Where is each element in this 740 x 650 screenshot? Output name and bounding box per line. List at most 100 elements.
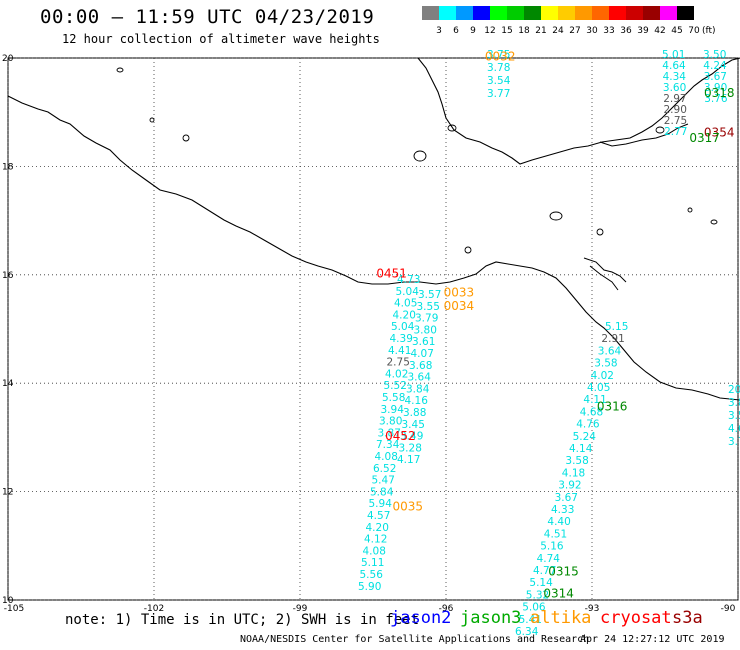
swh-value: 5.15 xyxy=(605,321,628,333)
colorbar-label-18: 18 xyxy=(518,26,530,36)
colorbar-swatch-36 xyxy=(609,6,626,20)
swh-value: 3.28 xyxy=(399,442,422,454)
swh-value: 2.77 xyxy=(664,126,687,138)
pass-time-0316: 0316 xyxy=(597,399,628,413)
swh-value: 5.04 xyxy=(391,321,415,333)
pass-time-0315: 0315 xyxy=(548,565,579,579)
island-8 xyxy=(149,117,155,123)
generation-timestamp: Apr 24 12:27:12 UTC 2019 xyxy=(580,634,725,645)
swh-value: 5.16 xyxy=(540,541,564,553)
swh-value: 5.04 xyxy=(396,286,420,298)
pass-time-0317: 0317 xyxy=(689,131,720,145)
lat-tick-label-14: 14 xyxy=(2,379,14,389)
colorbar-swatch-30 xyxy=(575,6,592,20)
island-7 xyxy=(182,134,190,142)
satellite-legend-jason2: jason2 xyxy=(390,608,452,628)
swh-value: 4.34 xyxy=(663,71,687,83)
swh-value: 4.16 xyxy=(405,395,429,407)
pass-time-0451: 0451 xyxy=(376,267,407,281)
swh-value: 4.51 xyxy=(544,528,567,540)
swh-value: 3.84 xyxy=(406,383,430,395)
lat-tick-label-16: 16 xyxy=(2,271,14,281)
swh-value: 5.94 xyxy=(369,498,393,510)
satellite-legend-s3a: s3a xyxy=(672,608,703,628)
mexico-gulf-coastline xyxy=(417,57,740,165)
swh-value: 4.68 xyxy=(580,406,603,418)
swh-value: 3.58 xyxy=(594,358,617,370)
swh-value: 4.74 xyxy=(537,553,561,565)
colorbar-swatch-45 xyxy=(660,6,677,20)
colorbar-label-33: 33 xyxy=(603,26,615,36)
track-jason3-gulf-left-b: 3.573.553.793.803.614.073.683.643.844.16… xyxy=(397,289,441,466)
small-islands xyxy=(116,67,718,254)
colorbar-swatch-27 xyxy=(558,6,575,20)
swh-value: 5.58 xyxy=(382,392,405,404)
colorbar-swatch-39 xyxy=(626,6,643,20)
laguna-outline xyxy=(583,257,627,291)
swh-value: 5.90 xyxy=(358,581,381,593)
lon-tick-label--90: -90 xyxy=(721,604,736,614)
colorbar-label-24: 24 xyxy=(552,26,564,36)
lon-tick-label--102: -102 xyxy=(144,604,164,614)
swh-value: 2.75 xyxy=(664,115,687,127)
swh-value: 3.64 xyxy=(408,372,432,384)
swh-value: 4.18 xyxy=(562,467,585,479)
colorbar-label-27: 27 xyxy=(569,26,581,36)
swh-value: 4.20 xyxy=(366,522,389,534)
swh-value: 2.91 xyxy=(601,333,624,345)
swh-value: 3.80 xyxy=(414,324,437,336)
swh-value: 4.02 xyxy=(591,370,614,382)
lon-tick-label--105: -105 xyxy=(4,604,24,614)
island-6 xyxy=(710,219,718,225)
island-10 xyxy=(655,126,665,134)
island-5 xyxy=(687,207,693,213)
swh-value: 3.80 xyxy=(379,416,402,428)
swh-value: 3.77 xyxy=(487,88,510,100)
colorbar-label-39: 39 xyxy=(637,26,649,36)
pass-time-0452: 0452 xyxy=(385,429,416,443)
pass-time-0354: 0354 xyxy=(704,126,735,140)
track-jason3-gulf-left: 4.735.044.054.205.044.394.412.754.025.52… xyxy=(358,274,420,593)
colorbar-label-9: 9 xyxy=(470,26,476,36)
satellite-legend-jason3: jason3 xyxy=(460,608,522,628)
colorbar-swatch-42 xyxy=(643,6,660,20)
colorbar-label-12: 12 xyxy=(484,26,496,36)
track-jason3-northeast: 5.014.644.343.602.972.902.752.77 xyxy=(662,49,687,138)
pass-time-0032: 0032 xyxy=(485,50,516,64)
lat-lon-grid: -105 -102 -99 -96 -93 -90 10 12 14 16 18 20 xyxy=(2,54,739,614)
swh-value: 7.34 xyxy=(376,439,400,451)
swh-value: 4.17 xyxy=(397,454,420,466)
lon-tick-label--93: -93 xyxy=(585,604,600,614)
colorbar-label-30: 30 xyxy=(586,26,598,36)
lon-tick-label--99: -99 xyxy=(293,604,308,614)
pass-time-0318: 0318 xyxy=(704,86,735,100)
swh-value: 5.24 xyxy=(573,431,597,443)
swh-value: 4.77 xyxy=(533,565,556,577)
colorbar-swatch-3 xyxy=(422,6,439,20)
colorbar-swatch-24 xyxy=(541,6,558,20)
yucatan-shore xyxy=(599,123,689,147)
colorbar-swatch-15 xyxy=(490,6,507,20)
credit-line: NOAA/NESDIS Center for Satellite Applica… xyxy=(240,634,590,645)
swh-value: 3.49 xyxy=(400,431,423,443)
colorbar-swatch-33 xyxy=(592,6,609,20)
colorbar-swatch-70 xyxy=(677,6,694,20)
swh-value: 5.32 xyxy=(526,589,549,601)
swh-value: 3.94 xyxy=(381,404,405,416)
swh-value: 5.01 xyxy=(662,49,685,61)
swh-value: 3.45 xyxy=(402,419,425,431)
track-jason3-northeast-b: 3.504.243.673.903.76 xyxy=(703,49,728,105)
swh-value: 3.55 xyxy=(417,301,440,313)
lat-tick-label-18: 18 xyxy=(2,162,14,172)
swh-value: 3.90 xyxy=(704,82,727,94)
swh-value: 4.20 xyxy=(393,309,416,321)
swh-value: 3.76 xyxy=(704,93,728,105)
swh-value: 4.57 xyxy=(367,510,390,522)
swh-value: 4.76 xyxy=(576,419,600,431)
swh-value: 4.08 xyxy=(375,451,398,463)
track-jason3-east-edge: 20.223.803.54.63.7 xyxy=(728,384,740,448)
island-2 xyxy=(549,211,563,221)
swh-value: 5.84 xyxy=(370,486,394,498)
